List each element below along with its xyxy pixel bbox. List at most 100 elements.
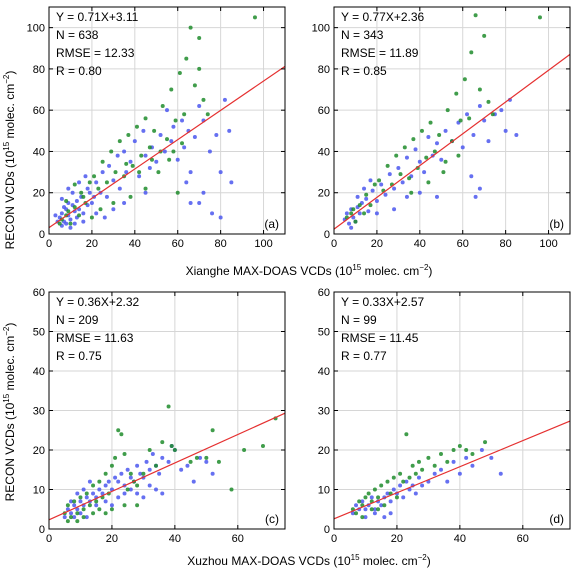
green-data-point — [89, 215, 94, 220]
blue-data-point — [160, 455, 165, 460]
blue-data-point — [162, 149, 167, 154]
blue-data-point — [388, 499, 393, 504]
blue-data-point — [400, 180, 405, 185]
green-data-point — [130, 163, 135, 168]
green-data-point — [204, 455, 209, 460]
blue-data-point — [97, 487, 102, 492]
blue-data-point — [165, 108, 169, 113]
blue-data-point — [477, 186, 482, 191]
green-data-point — [354, 511, 359, 516]
green-data-point — [75, 511, 80, 516]
green-data-point — [451, 448, 456, 452]
green-data-point — [64, 198, 69, 203]
green-data-point — [464, 448, 469, 452]
green-data-point — [385, 479, 390, 484]
blue-data-point — [100, 170, 105, 175]
green-data-point — [166, 404, 171, 409]
y-tick-label: 60 — [318, 105, 330, 117]
panel-d: 0 20 40 60 0 10 20 30 40 50 60 Y = 0.33X+2.57 N = 99… — [318, 287, 571, 545]
green-data-point — [79, 190, 84, 195]
blue-data-point — [354, 503, 359, 508]
green-data-point — [147, 448, 152, 452]
blue-data-point — [116, 479, 121, 484]
green-data-point — [125, 487, 130, 492]
blue-data-point — [470, 463, 475, 468]
green-data-point — [411, 137, 416, 142]
blue-data-point — [387, 172, 392, 177]
x-tick-label: 20 — [86, 238, 98, 250]
green-data-point — [457, 444, 462, 449]
blue-data-point — [69, 511, 74, 516]
green-data-point — [109, 463, 114, 468]
green-data-point — [490, 112, 495, 117]
blue-data-point — [207, 149, 212, 154]
green-data-point — [420, 467, 425, 472]
green-data-point — [169, 444, 174, 449]
blue-data-point — [398, 483, 403, 488]
y-tick-label: 60 — [318, 287, 330, 299]
blue-data-point — [363, 507, 368, 512]
x-tick-label: 40 — [129, 238, 141, 250]
green-data-point — [119, 432, 124, 437]
stats-line: N = 343 — [341, 28, 384, 42]
green-data-point — [81, 194, 86, 199]
green-data-point — [84, 491, 89, 496]
blue-data-point — [160, 491, 165, 496]
green-data-point — [372, 182, 377, 187]
green-data-point — [229, 487, 234, 492]
blue-data-point — [401, 495, 406, 500]
blue-data-point — [350, 511, 355, 516]
green-data-point — [75, 519, 80, 524]
x-tick-label: 100 — [539, 238, 557, 250]
y-tick-label: 20 — [318, 188, 330, 200]
green-data-point — [57, 221, 62, 226]
stats-line: RMSE = 11.45 — [341, 331, 419, 345]
green-data-point — [65, 503, 70, 508]
blue-data-point — [72, 503, 77, 508]
blue-data-point — [185, 463, 190, 468]
y-tick-label: 80 — [318, 64, 330, 76]
green-data-point — [445, 108, 450, 113]
blue-data-point — [192, 135, 197, 140]
blue-data-point — [154, 159, 159, 164]
blue-data-point — [128, 159, 133, 164]
blue-data-point — [83, 174, 88, 179]
green-data-point — [122, 503, 127, 508]
green-data-point — [69, 515, 74, 520]
green-data-point — [160, 440, 165, 445]
green-data-point — [124, 161, 129, 166]
blue-data-point — [122, 201, 127, 206]
y-tick-label: 20 — [33, 445, 45, 457]
y-axis-title-top: RECON VCDs (1015 molec. cm−2) — [2, 71, 17, 250]
blue-data-point — [141, 128, 146, 133]
green-data-point — [398, 172, 403, 177]
y-tick-label: 50 — [33, 327, 45, 339]
blue-data-point — [464, 455, 469, 460]
green-data-point — [458, 118, 463, 123]
green-data-point — [126, 132, 131, 137]
green-data-point — [113, 455, 118, 460]
green-data-point — [92, 174, 97, 179]
blue-data-point — [404, 479, 409, 484]
green-data-point — [364, 192, 369, 197]
green-data-point — [473, 13, 478, 18]
green-data-point — [171, 149, 176, 154]
panel-label: (d) — [549, 512, 564, 526]
green-data-point — [109, 149, 114, 154]
blue-data-point — [94, 211, 99, 216]
blue-data-point — [59, 211, 64, 216]
green-data-point — [160, 104, 165, 109]
blue-data-point — [191, 479, 196, 484]
x-axis-title-top: Xianghe MAX-DOAS VCDs (1015 molec. cm−2) — [186, 263, 433, 278]
blue-data-point — [107, 163, 112, 168]
blue-data-point — [372, 511, 377, 516]
green-data-point — [141, 471, 146, 476]
green-data-point — [260, 444, 265, 449]
blue-data-point — [158, 132, 163, 137]
green-data-point — [98, 207, 103, 212]
blue-data-point — [75, 507, 80, 512]
blue-data-point — [143, 153, 148, 158]
green-data-point — [143, 116, 148, 121]
